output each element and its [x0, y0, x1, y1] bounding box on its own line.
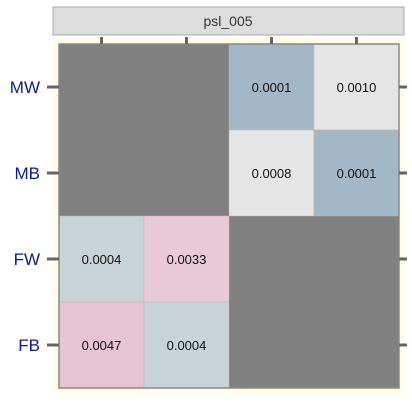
cell-value-label: 0.0001 — [252, 80, 292, 95]
cell-value-label: 0.0010 — [337, 80, 377, 95]
cell-value-label: 0.0004 — [167, 338, 207, 353]
cell-value-label: 0.0047 — [82, 338, 122, 353]
cell-value-label: 0.0008 — [252, 166, 292, 181]
row-label-fw: FW — [14, 250, 40, 269]
cell-value-label: 0.0033 — [167, 252, 207, 267]
row-label-fb: FB — [18, 336, 40, 355]
cell-value-label: 0.0001 — [337, 166, 377, 181]
row-label-mb: MB — [15, 164, 41, 183]
panel-strip-title: psl_005 — [203, 13, 252, 29]
cell-value-label: 0.0004 — [82, 252, 122, 267]
row-label-mw: MW — [10, 78, 40, 97]
